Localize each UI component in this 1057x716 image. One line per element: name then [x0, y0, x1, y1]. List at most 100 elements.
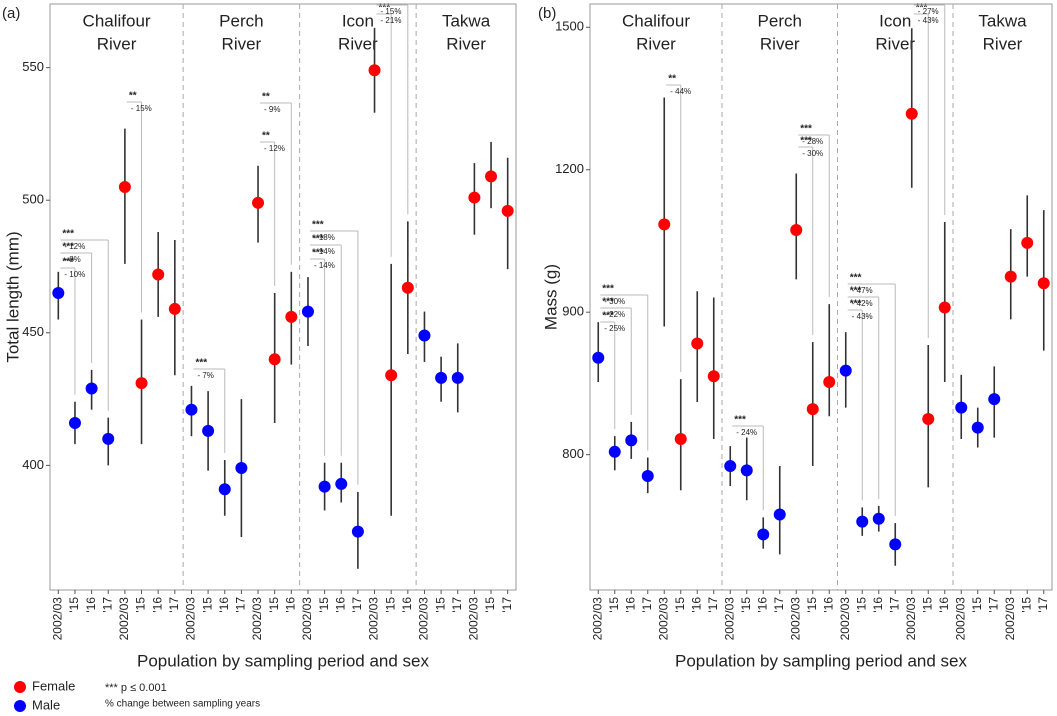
panel-label: (b)	[538, 5, 556, 22]
x-tick-label: '17	[450, 597, 464, 613]
x-tick-label: 2002/03	[117, 597, 131, 641]
x-tick-label: '17	[500, 597, 514, 613]
x-tick-label: '16	[821, 597, 835, 613]
point	[485, 170, 498, 183]
percent-change: - 15%	[131, 104, 152, 113]
point	[773, 508, 786, 521]
x-tick-label: '17	[986, 597, 1000, 613]
point	[691, 337, 704, 350]
x-tick-label: '15	[433, 597, 447, 613]
x-tick-label: '16	[755, 597, 769, 613]
percent-change: - 43%	[852, 312, 873, 321]
point	[252, 196, 265, 209]
significance: ***	[312, 220, 324, 231]
x-tick-label: 2002/03	[300, 597, 314, 641]
point	[102, 432, 115, 445]
point	[790, 224, 803, 237]
percent-change: - 7%	[197, 371, 213, 380]
point	[905, 107, 918, 120]
x-tick-label: '15	[200, 597, 214, 613]
significance: ***	[62, 229, 74, 240]
x-tick-label: '16	[623, 597, 637, 613]
point	[674, 432, 687, 445]
x-tick-label: '16	[400, 597, 414, 613]
point	[889, 538, 902, 551]
point	[707, 370, 720, 383]
percent-change: - 27%	[918, 7, 939, 16]
point	[938, 301, 951, 314]
x-tick-label: '17	[887, 597, 901, 613]
percent-change: - 28%	[802, 137, 823, 146]
point	[335, 477, 348, 490]
point	[202, 424, 215, 437]
point	[806, 403, 819, 416]
percent-change: - 42%	[852, 299, 873, 308]
x-tick-label: '15	[67, 597, 81, 613]
x-tick-label: 2002/03	[417, 597, 431, 641]
x-tick-label: 2002/03	[367, 597, 381, 641]
percent-change: - 8%	[64, 255, 80, 264]
x-tick-label: '16	[937, 597, 951, 613]
river-label: River	[222, 34, 262, 53]
x-tick-label: '16	[871, 597, 885, 613]
river-label: Takwa	[978, 11, 1027, 30]
panel-label: (a)	[2, 5, 20, 22]
percent-change: - 44%	[670, 87, 691, 96]
x-tick-label: '16	[689, 597, 703, 613]
x-tick-label: '15	[317, 597, 331, 613]
percent-change: - 47%	[852, 286, 873, 295]
x-tick-label: 2002/03	[590, 597, 604, 641]
x-tick-label: '15	[1019, 597, 1033, 613]
significance: **	[668, 74, 676, 85]
point	[85, 382, 98, 395]
x-tick-label: '15	[970, 597, 984, 613]
x-tick-label: '15	[134, 597, 148, 613]
point	[318, 480, 331, 493]
point	[1037, 277, 1050, 290]
river-label: Chalifour	[622, 11, 690, 30]
river-label: River	[446, 34, 486, 53]
percent-change: - 9%	[264, 105, 280, 114]
y-tick-label: 450	[22, 324, 44, 339]
percent-change: - 15%	[381, 7, 402, 16]
percent-change: - 18%	[314, 233, 335, 242]
percent-change: - 43%	[918, 16, 939, 25]
point	[971, 421, 984, 434]
point	[988, 393, 1001, 406]
x-tick-label: 2002/03	[838, 597, 852, 641]
point	[757, 528, 770, 541]
significance: ***	[850, 273, 862, 284]
point	[185, 403, 198, 416]
point	[135, 377, 148, 390]
x-tick-label: '15	[854, 597, 868, 613]
x-tick-label: '15	[267, 597, 281, 613]
significance: ***	[602, 311, 614, 322]
x-tick-label: 2002/03	[656, 597, 670, 641]
point	[451, 371, 464, 384]
x-axis-title: Population by sampling period and sex	[137, 651, 430, 670]
significance: ***	[312, 248, 324, 259]
x-tick-label: 2002/03	[467, 597, 481, 641]
plot-frame	[49, 3, 517, 591]
point	[839, 364, 852, 377]
point	[351, 525, 364, 538]
y-tick-label: 1500	[555, 19, 584, 34]
point	[118, 180, 131, 193]
significance-note: *** p ≤ 0.001	[105, 682, 167, 694]
x-tick-label: '17	[234, 597, 248, 613]
x-tick-label: 2002/03	[184, 597, 198, 641]
legend-label: Male	[32, 697, 60, 712]
significance: **	[916, 0, 924, 5]
x-tick-label: '15	[483, 597, 497, 613]
river-label: River	[636, 34, 676, 53]
point	[168, 302, 181, 315]
river-label: River	[97, 34, 137, 53]
river-label: Perch	[758, 11, 802, 30]
x-tick-label: 2002/03	[1003, 597, 1017, 641]
point	[368, 64, 381, 77]
y-axis-title: Total length (mm)	[3, 231, 22, 362]
y-tick-label: 800	[562, 446, 584, 461]
point	[152, 268, 165, 281]
percent-change: - 12%	[264, 144, 285, 153]
